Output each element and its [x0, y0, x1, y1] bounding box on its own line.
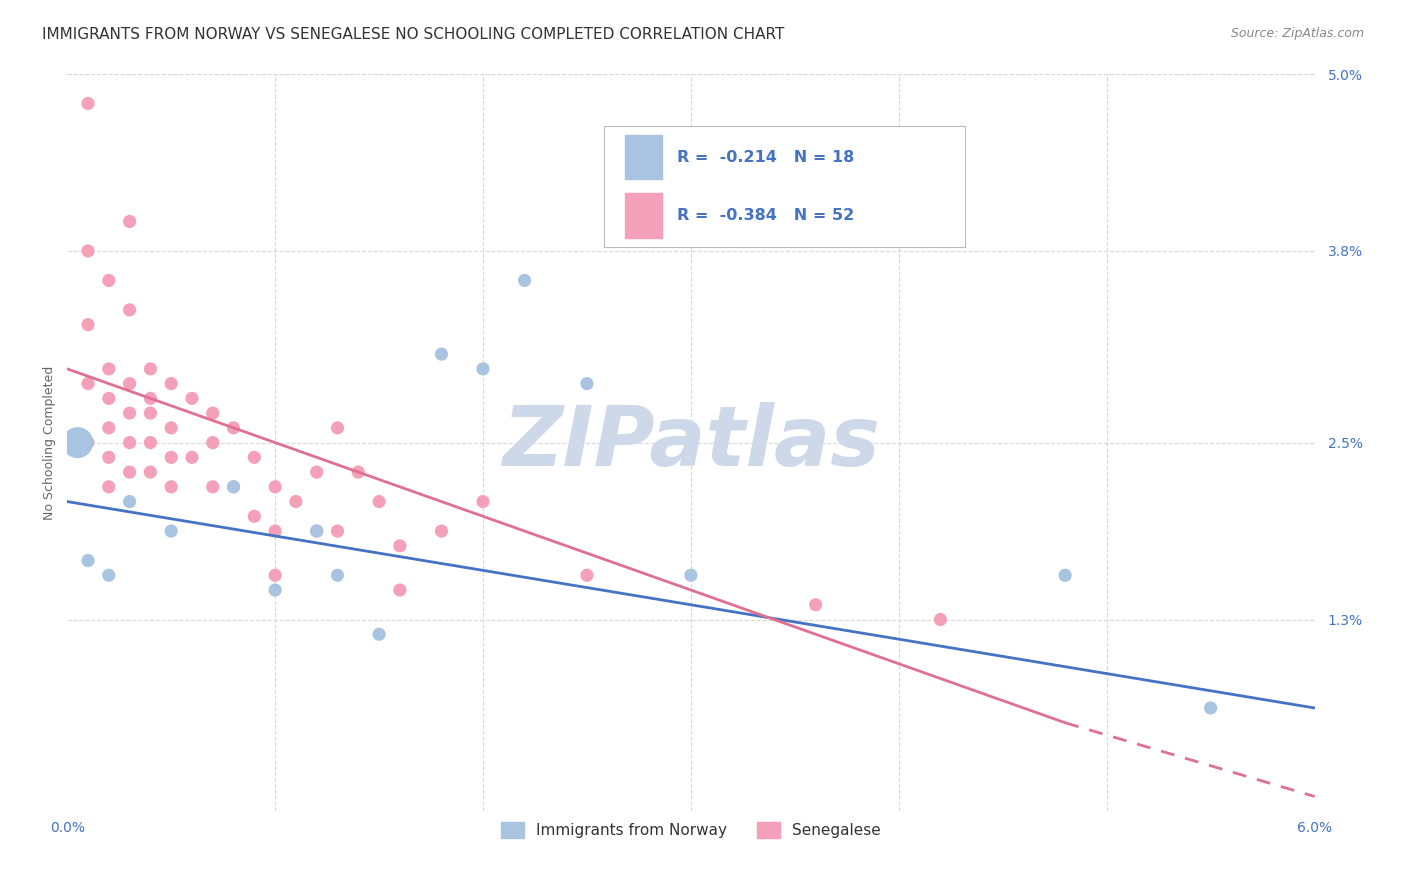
Point	[201, 435, 224, 450]
Point	[139, 465, 162, 479]
Point	[513, 273, 536, 287]
Bar	[624, 194, 662, 237]
Point	[326, 421, 349, 435]
Point	[368, 627, 391, 641]
Point	[97, 362, 120, 376]
Point	[77, 96, 100, 111]
Point	[804, 598, 827, 612]
Point	[77, 376, 100, 391]
Point	[118, 214, 141, 228]
Point	[222, 480, 245, 494]
Point	[77, 553, 100, 567]
Point	[430, 524, 453, 538]
Point	[264, 524, 287, 538]
Point	[118, 435, 141, 450]
Point	[347, 465, 370, 479]
FancyBboxPatch shape	[603, 126, 966, 247]
Point	[326, 524, 349, 538]
Point	[97, 480, 120, 494]
Point	[118, 302, 141, 317]
Point	[679, 568, 702, 582]
Point	[243, 450, 266, 465]
Point	[243, 509, 266, 524]
Point	[575, 568, 598, 582]
Point	[139, 392, 162, 406]
Point	[326, 568, 349, 582]
Point	[472, 494, 495, 508]
Point	[66, 435, 89, 450]
Point	[118, 376, 141, 391]
Legend: Immigrants from Norway, Senegalese: Immigrants from Norway, Senegalese	[495, 816, 887, 844]
Point	[1199, 701, 1222, 715]
Text: R =  -0.384   N = 52: R = -0.384 N = 52	[678, 208, 855, 223]
Point	[160, 376, 183, 391]
Point	[139, 362, 162, 376]
Point	[264, 568, 287, 582]
Point	[160, 450, 183, 465]
Point	[472, 362, 495, 376]
Point	[66, 435, 89, 450]
Point	[139, 406, 162, 420]
Point	[388, 582, 411, 597]
Point	[160, 421, 183, 435]
Point	[264, 480, 287, 494]
Point	[77, 435, 100, 450]
Text: ZIPatlas: ZIPatlas	[502, 402, 880, 483]
Point	[118, 494, 141, 508]
Text: IMMIGRANTS FROM NORWAY VS SENEGALESE NO SCHOOLING COMPLETED CORRELATION CHART: IMMIGRANTS FROM NORWAY VS SENEGALESE NO …	[42, 27, 785, 42]
Point	[305, 524, 328, 538]
Point	[97, 568, 120, 582]
Point	[118, 465, 141, 479]
Point	[97, 450, 120, 465]
Point	[305, 524, 328, 538]
Point	[929, 613, 952, 627]
Point	[368, 494, 391, 508]
Point	[264, 582, 287, 597]
Y-axis label: No Schooling Completed: No Schooling Completed	[44, 366, 56, 520]
Point	[97, 273, 120, 287]
Point	[388, 539, 411, 553]
Text: R =  -0.214   N = 18: R = -0.214 N = 18	[678, 150, 855, 165]
Point	[160, 524, 183, 538]
Point	[284, 494, 307, 508]
Text: Source: ZipAtlas.com: Source: ZipAtlas.com	[1230, 27, 1364, 40]
Point	[575, 376, 598, 391]
Point	[97, 421, 120, 435]
Point	[77, 244, 100, 258]
Point	[222, 421, 245, 435]
Point	[783, 214, 806, 228]
Point	[160, 480, 183, 494]
Point	[118, 406, 141, 420]
Point	[430, 347, 453, 361]
Point	[181, 450, 204, 465]
Point	[222, 480, 245, 494]
Point	[97, 392, 120, 406]
Point	[139, 435, 162, 450]
Point	[181, 392, 204, 406]
Point	[77, 318, 100, 332]
Point	[201, 480, 224, 494]
Point	[201, 406, 224, 420]
Bar	[624, 136, 662, 179]
Point	[305, 465, 328, 479]
Point	[1054, 568, 1077, 582]
